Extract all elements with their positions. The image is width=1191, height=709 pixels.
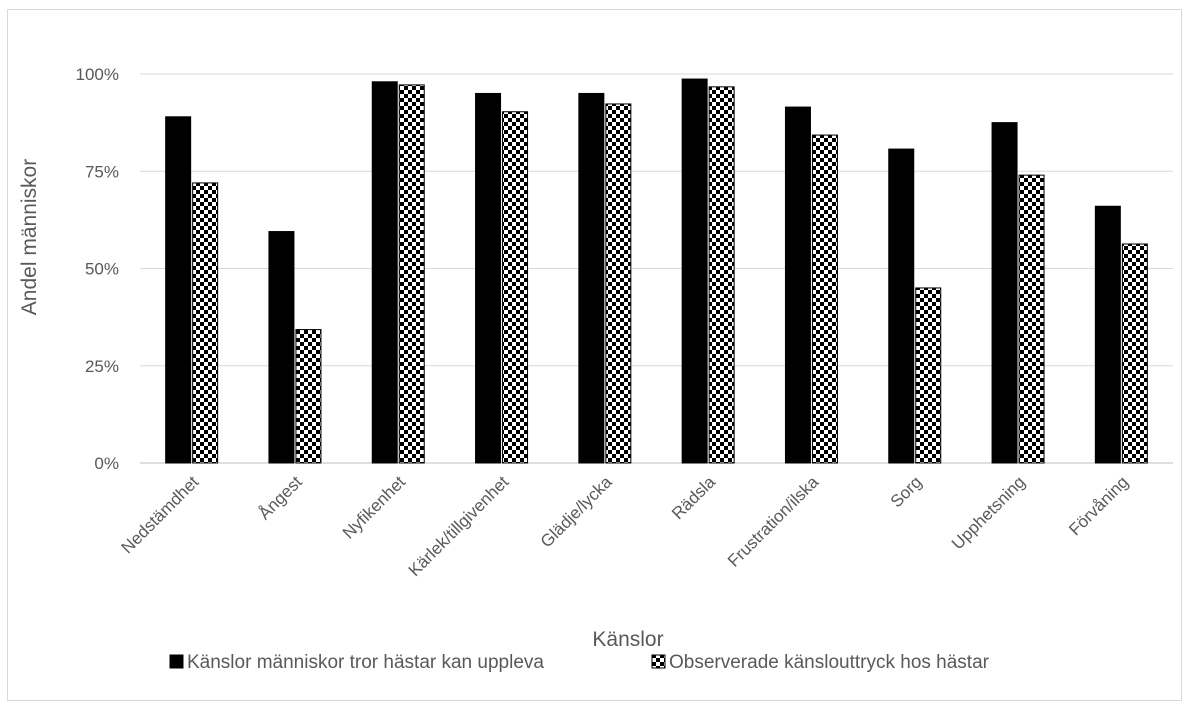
legend-label-1: Observerade känslouttryck hos hästar [669, 652, 990, 673]
y-tick-label: 100% [76, 65, 119, 84]
bar-observerade-9 [1121, 243, 1148, 464]
bar-tror-6 [784, 106, 811, 464]
bar-observerade-7 [915, 287, 942, 464]
x-tick-label: Förvåning [1065, 472, 1132, 539]
bar-tror-0 [165, 116, 192, 464]
gridlines [140, 73, 1173, 464]
x-tick-label: Nedstämdhet [118, 472, 203, 557]
bar-tror-5 [681, 78, 708, 464]
bar-chart: 0% 25% 50% 75% 100% Nedstämdhet Ångest Nyfiken… [18, 65, 1173, 673]
x-tick-label: Rädsla [668, 472, 719, 523]
x-tick-label: Frustration/ilska [724, 472, 823, 571]
bar-observerade-6 [811, 134, 838, 464]
legend-swatch-0 [169, 654, 184, 669]
bar-tror-9 [1094, 205, 1121, 464]
bar-tror-4 [578, 92, 605, 464]
legend-label-0: Känslor människor tror hästar kan upplev… [187, 652, 544, 673]
bar-observerade-4 [605, 103, 632, 464]
y-tick-label: 75% [85, 162, 119, 181]
y-tick-label: 0% [94, 454, 119, 473]
x-tick-label: Glädje/lycka [537, 472, 616, 551]
bar-tror-8 [991, 122, 1018, 464]
chart-frame: 0% 25% 50% 75% 100% Nedstämdhet Ångest Nyfiken… [7, 9, 1182, 701]
bar-tror-2 [371, 81, 398, 464]
bar-observerade-1 [295, 329, 322, 464]
x-tick-label: Sorg [887, 472, 926, 511]
bars [165, 78, 1148, 464]
y-tick-label: 50% [85, 260, 119, 279]
y-axis-label: Andel människor [18, 159, 41, 315]
bar-observerade-5 [708, 86, 735, 464]
x-tick-label: Upphetsning [948, 472, 1029, 553]
bar-observerade-0 [192, 182, 219, 464]
bar-tror-7 [888, 148, 915, 464]
bar-observerade-3 [502, 111, 529, 464]
bar-tror-1 [268, 231, 295, 464]
x-tick-label: Ångest [255, 472, 306, 523]
x-tick-label: Kärlek/tillgivenhet [405, 472, 513, 580]
x-axis-label: Känslor [592, 628, 663, 651]
x-tick-labels: Nedstämdhet Ångest NyfikenhetKärlek/tillgi… [118, 472, 1133, 580]
y-tick-labels: 0% 25% 50% 75% 100% [76, 65, 119, 473]
legend: Känslor människor tror hästar kan upplev… [169, 652, 990, 673]
x-tick-label: Nyfikenhet [339, 472, 409, 542]
y-tick-label: 25% [85, 357, 119, 376]
bar-tror-3 [475, 92, 502, 464]
bar-observerade-8 [1018, 174, 1045, 464]
legend-swatch-1 [651, 654, 666, 669]
bar-observerade-2 [398, 84, 425, 464]
